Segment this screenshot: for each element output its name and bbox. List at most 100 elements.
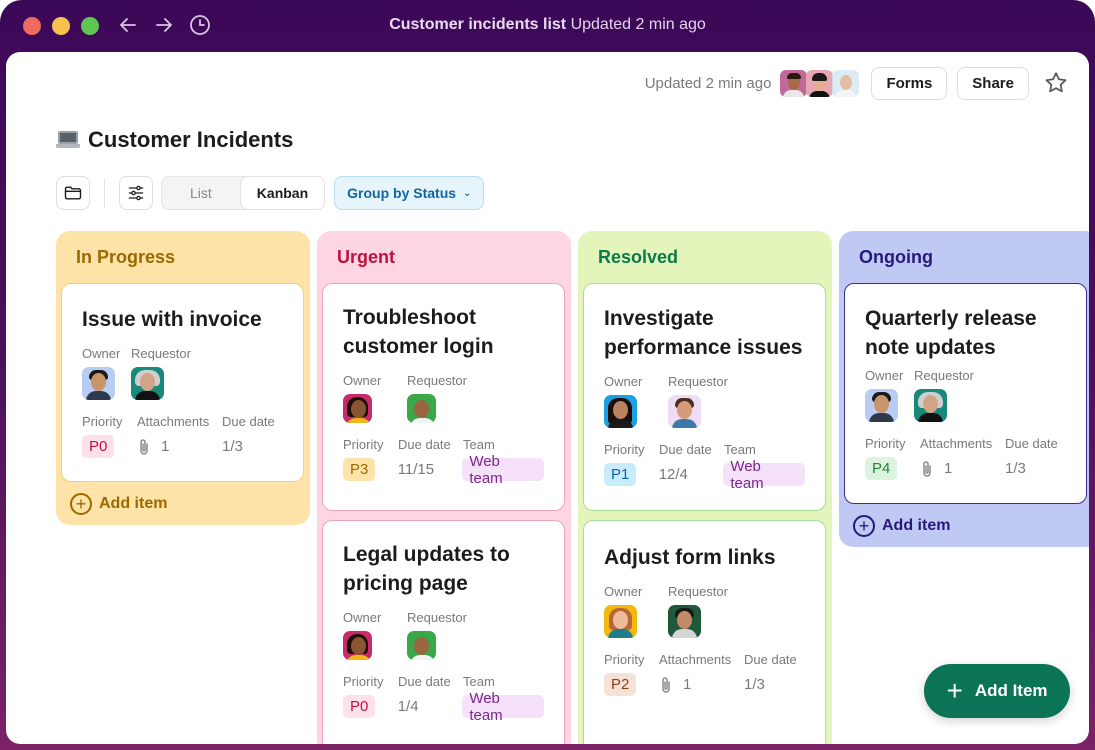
requestor-label: Requestor — [668, 584, 728, 599]
owner-label: Owner — [343, 373, 382, 388]
due-date-label: Due date — [744, 652, 797, 667]
owner-avatar[interactable] — [82, 367, 115, 400]
avatar — [806, 69, 834, 97]
team-badge: Web team — [462, 453, 545, 487]
add-item-label: Add item — [99, 495, 168, 512]
page-title-text: Customer Incidents — [88, 127, 294, 152]
paperclip-icon — [659, 676, 673, 694]
card-title: Quarterly release note updates — [865, 307, 1037, 359]
priority-label: Priority — [865, 436, 906, 451]
owner-label: Owner — [865, 368, 904, 383]
collaborator-avatars[interactable] — [780, 69, 860, 97]
header-actions: Updated 2 min ago Forms Share — [645, 66, 1069, 100]
requestor-avatar[interactable] — [407, 631, 436, 660]
requestor-avatar[interactable] — [668, 605, 701, 638]
add-item-button[interactable]: + Add item — [70, 493, 167, 515]
priority-badge: P4 — [865, 457, 898, 480]
group-by-dropdown[interactable]: Group by Status ⌄ — [334, 176, 485, 210]
team-label: Team — [463, 437, 495, 452]
requestor-label: Requestor — [407, 610, 467, 625]
share-button[interactable]: Share — [957, 66, 1029, 100]
column-title: Resolved — [598, 247, 679, 267]
tab-list[interactable]: List — [190, 185, 212, 201]
requestor-avatar[interactable] — [131, 367, 164, 400]
column-in-progress: In Progress Issue with invoice Owner Req… — [56, 231, 310, 525]
due-date-label: Due date — [659, 442, 712, 457]
priority-label: Priority — [343, 674, 384, 689]
due-date-label: Due date — [398, 437, 451, 452]
column-resolved: Resolved Investigate performance issues … — [578, 231, 832, 744]
card-title: Troubleshoot customer login — [343, 306, 494, 358]
due-date-label: Due date — [398, 674, 451, 689]
column-title: Urgent — [337, 247, 395, 267]
owner-label: Owner — [343, 610, 382, 625]
priority-badge: P1 — [604, 463, 637, 486]
sliders-icon — [128, 185, 144, 201]
filter-settings-button[interactable] — [119, 176, 153, 210]
due-date-value: 1/4 — [397, 698, 419, 715]
owner-label: Owner — [604, 374, 643, 389]
priority-badge: P0 — [343, 695, 376, 718]
priority-label: Priority — [343, 437, 384, 452]
owner-avatar[interactable] — [604, 605, 637, 638]
due-date-label: Due date — [222, 414, 275, 429]
priority-badge: P3 — [343, 458, 376, 481]
card[interactable]: Investigate performance issues Owner Req… — [583, 283, 826, 511]
requestor-label: Requestor — [668, 374, 728, 389]
card-title: Legal updates to pricing page — [343, 543, 510, 595]
add-item-label: Add item — [882, 517, 951, 534]
due-date-label: Due date — [1005, 436, 1058, 451]
card-title: Adjust form links — [604, 546, 776, 569]
paperclip-icon — [920, 460, 934, 478]
owner-avatar[interactable] — [865, 389, 898, 422]
window-title-status: Updated 2 min ago — [570, 16, 706, 33]
card[interactable]: Adjust form links Owner Requestor Priori… — [583, 520, 826, 744]
card-title: Investigate performance issues — [604, 307, 803, 359]
title-bar: Customer incidents list Updated 2 min ag… — [0, 0, 1095, 52]
requestor-avatar[interactable] — [914, 389, 947, 422]
plus-icon: + — [946, 675, 963, 706]
forms-button[interactable]: Forms — [871, 66, 948, 100]
minimize-window-button[interactable] — [52, 17, 70, 35]
owner-avatar[interactable] — [343, 631, 372, 660]
card-title: Issue with invoice — [82, 308, 262, 331]
add-item-button[interactable]: + Add item — [853, 515, 950, 537]
card[interactable]: Legal updates to pricing page Owner Requ… — [322, 520, 565, 744]
requestor-label: Requestor — [407, 373, 467, 388]
back-arrow-icon[interactable] — [116, 13, 140, 37]
star-icon[interactable] — [1043, 70, 1069, 96]
add-item-fab[interactable]: + Add Item — [924, 664, 1070, 718]
column-title: Ongoing — [859, 247, 933, 267]
folder-icon — [64, 186, 82, 200]
forward-arrow-icon[interactable] — [152, 13, 176, 37]
page-title: Customer Incidents — [56, 127, 293, 153]
due-date-value: 12/4 — [658, 466, 688, 483]
tab-kanban[interactable]: Kanban — [239, 176, 326, 210]
team-badge: Web team — [462, 690, 545, 724]
history-clock-icon[interactable] — [188, 13, 212, 37]
card[interactable]: Issue with invoice Owner Requestor Prior… — [61, 283, 304, 482]
maximize-window-button[interactable] — [81, 17, 99, 35]
attachments-label: Attachments — [659, 652, 732, 667]
owner-avatar[interactable] — [604, 395, 637, 428]
priority-badge: P0 — [82, 435, 115, 458]
folder-button[interactable] — [56, 176, 90, 210]
requestor-avatar[interactable] — [668, 395, 701, 428]
owner-avatar[interactable] — [343, 394, 372, 423]
fab-label: Add Item — [974, 681, 1048, 700]
main-content: Updated 2 min ago Forms Share — [6, 52, 1089, 744]
card[interactable]: Troubleshoot customer login Owner Reques… — [322, 283, 565, 511]
attachment-count: 1 — [161, 438, 170, 455]
priority-label: Priority — [604, 442, 645, 457]
requestor-avatar[interactable] — [407, 394, 436, 423]
plus-circle-icon: + — [853, 515, 875, 537]
attachments-label: Attachments — [137, 414, 210, 429]
close-window-button[interactable] — [23, 17, 41, 35]
attachments-label: Attachments — [920, 436, 993, 451]
view-switcher: List Kanban — [161, 176, 326, 210]
avatar — [780, 69, 808, 97]
card[interactable]: Quarterly release note updates Owner Req… — [844, 283, 1087, 504]
team-label: Team — [724, 442, 756, 457]
window-title-name: Customer incidents list — [389, 16, 567, 33]
